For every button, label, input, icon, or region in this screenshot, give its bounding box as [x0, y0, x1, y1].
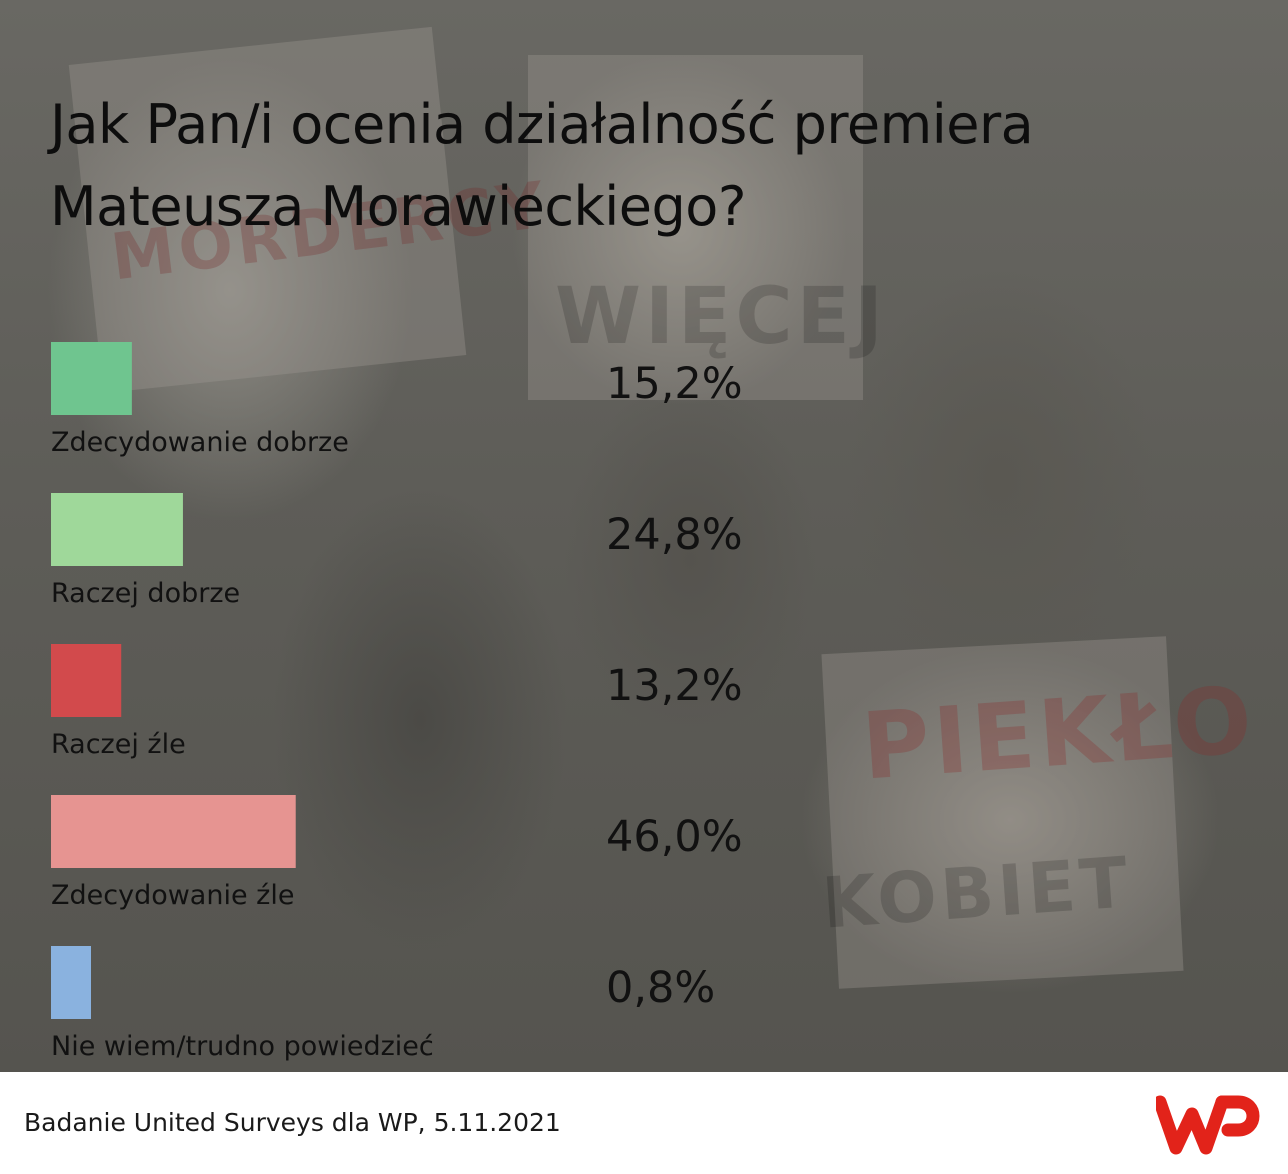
wp-logo-icon [1156, 1095, 1260, 1155]
category-label-zdecydowanie-dobrze: Zdecydowanie dobrze [51, 427, 349, 458]
protest-sign-text: WIĘCEJ [555, 272, 887, 362]
footer: Badanie United Surveys dla WP, 5.11.2021 [0, 1072, 1288, 1174]
bar-chart: Zdecydowanie dobrze 15,2% Raczej dobrze 24,… [51, 342, 743, 1062]
background-photo: MORDERCY WIĘCEJ PIEKŁO KOBIET [0, 0, 1288, 1072]
category-label-nie-wiem-trudno-powiedziec: Nie wiem/trudno powiedzieć [51, 1031, 434, 1062]
value-label-raczej-dobrze: 24,8% [606, 510, 743, 560]
bar-zdecydowanie-zle [51, 795, 296, 868]
value-label-zdecydowanie-zle: 46,0% [606, 812, 743, 862]
chart-title-line: Jak Pan/i ocenia działalność premiera [50, 93, 1034, 156]
category-label-raczej-zle: Raczej źle [51, 729, 186, 760]
bar-nie-wiem-trudno-powiedziec [51, 946, 91, 1019]
value-label-zdecydowanie-dobrze: 15,2% [606, 359, 743, 409]
source-note: Badanie United Surveys dla WP, 5.11.2021 [24, 1108, 561, 1137]
value-label-raczej-zle: 13,2% [606, 661, 743, 711]
chart-title: Jak Pan/i ocenia działalność premiera Ma… [50, 84, 1250, 248]
bar-zdecydowanie-dobrze [51, 342, 132, 415]
value-label-nie-wiem-trudno-powiedziec: 0,8% [606, 963, 715, 1013]
bar-raczej-dobrze [51, 493, 183, 566]
chart-title-line: Mateusza Morawieckiego? [50, 175, 747, 238]
protest-sign [528, 55, 863, 400]
category-label-zdecydowanie-zle: Zdecydowanie źle [51, 880, 294, 911]
bar-raczej-zle [51, 644, 122, 717]
category-label-raczej-dobrze: Raczej dobrze [51, 578, 240, 609]
